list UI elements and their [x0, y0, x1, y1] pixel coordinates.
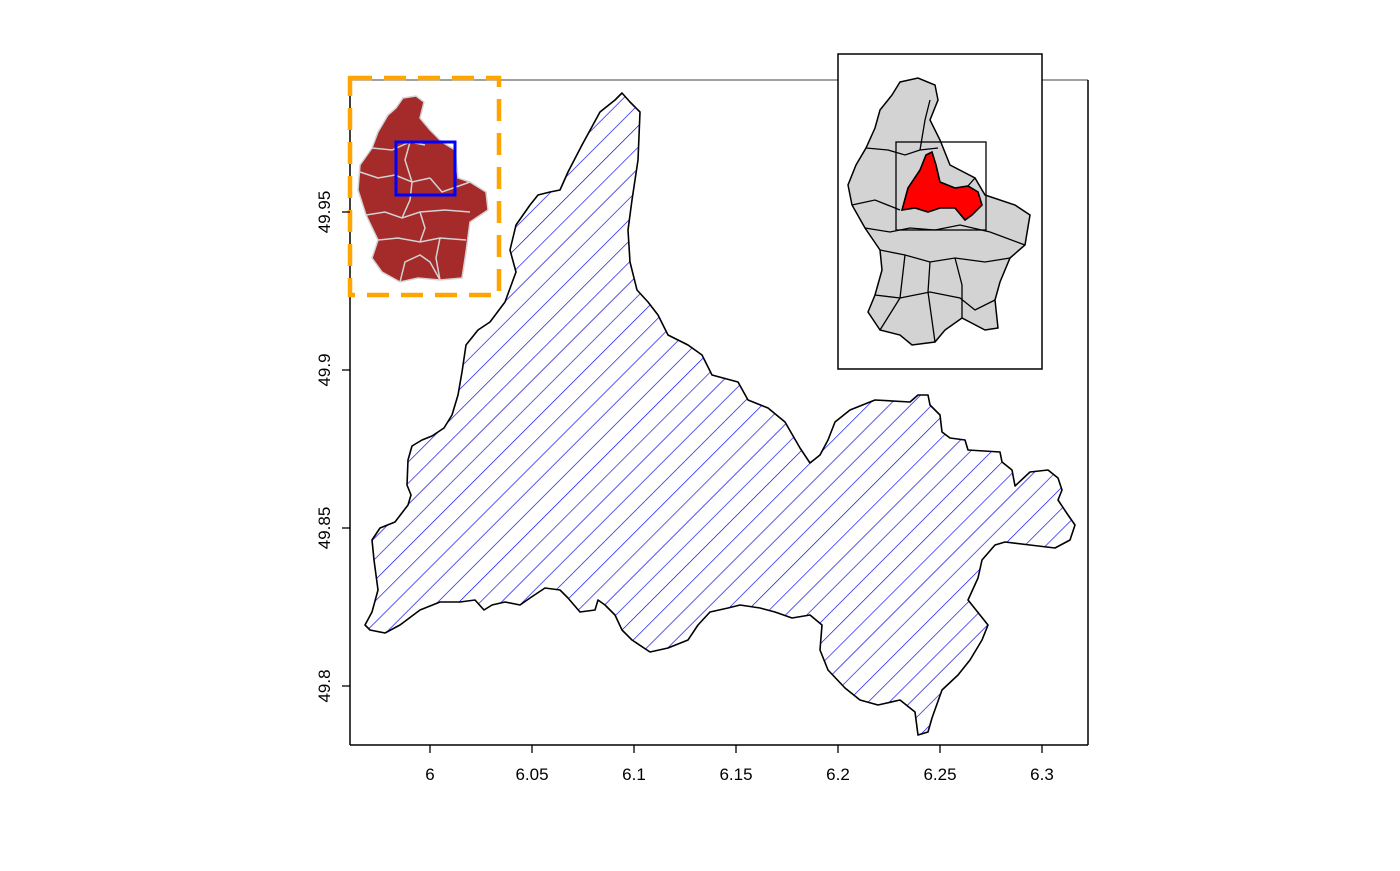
y-tick-label: 49.95 [315, 191, 334, 234]
x-tick-label: 6 [425, 765, 434, 784]
inset-left-border [347, 75, 502, 298]
x-tick-label: 6.15 [719, 765, 752, 784]
x-tick-label: 6.2 [826, 765, 850, 784]
inset-right [837, 53, 1043, 370]
y-tick-label: 49.9 [315, 353, 334, 386]
inset-left-country-shape [357, 95, 489, 283]
inset-right-extent-box [895, 141, 987, 231]
x-tick-label: 6.05 [515, 765, 548, 784]
inset-left-district-lines [359, 141, 471, 283]
inset-right-district-lines [851, 99, 1026, 343]
x-axis: 6 6.05 6.1 6.15 6.2 6.25 6.3 [425, 745, 1054, 784]
x-tick-label: 6.1 [622, 765, 646, 784]
inset-left-extent-box [394, 140, 457, 197]
y-tick-label: 49.85 [315, 507, 334, 550]
inset-right-highlight-shape [900, 150, 983, 222]
y-tick-label: 49.8 [315, 669, 334, 702]
main-region-shape [364, 92, 1076, 736]
y-axis: 49.8 49.85 49.9 49.95 [315, 191, 350, 703]
x-tick-label: 6.25 [923, 765, 956, 784]
inset-right-country-shape [847, 77, 1031, 346]
inset-left [347, 75, 502, 298]
x-tick-label: 6.3 [1030, 765, 1054, 784]
